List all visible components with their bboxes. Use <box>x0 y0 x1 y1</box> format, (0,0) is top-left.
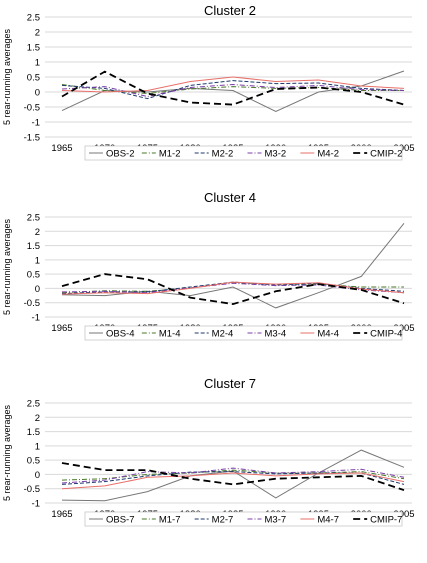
y-tick-label: 2.5 <box>27 13 40 24</box>
y-tick-label: 1 <box>35 58 40 69</box>
legend-label: M2-7 <box>212 515 234 526</box>
legend-label: M2-4 <box>212 329 234 340</box>
series-line-m1-4 <box>61 282 404 294</box>
chart-title: Cluster 7 <box>204 376 256 391</box>
legend-label: M3-2 <box>265 149 287 160</box>
y-tick-label: 1 <box>35 441 40 452</box>
chart-panel-2: Cluster 4 -1 -0.5 0 0.5 1 1.5 2 2.5 5 rear-runnin… <box>2 190 415 341</box>
series-line-obs-7 <box>61 449 405 502</box>
series-line-m4-7 <box>61 472 405 490</box>
series-line-m4-4 <box>61 281 405 295</box>
legend-label: M1-2 <box>159 149 181 160</box>
legend-label: M2-2 <box>212 149 234 160</box>
series-line-m3-2 <box>61 83 405 98</box>
y-tick-label: 0.5 <box>27 456 40 467</box>
y-tick-label: -0.5 <box>24 103 40 114</box>
y-axis-label: 5 rear-running averages <box>2 28 12 125</box>
x-tick-label: 2005 <box>393 143 414 154</box>
y-tick-label: 2 <box>35 28 40 39</box>
y-tick-label: 2.5 <box>27 213 40 224</box>
chart-panel-1: Cluster 2 -1.5 -1 -0.5 0 0.5 1 1.5 2 2.5 5 rear-ru… <box>2 3 415 161</box>
x-tick-label: 2005 <box>393 509 414 520</box>
series-line-m3-4 <box>61 282 405 294</box>
legend-label: CMIP-7 <box>370 515 402 526</box>
y-axis-label: 5 rear-running averages <box>2 404 12 501</box>
y-tick-label: -0.5 <box>24 484 40 495</box>
y-tick-label: -1.5 <box>24 133 40 144</box>
y-tick-label: 0 <box>35 470 40 481</box>
y-tick-label: 1.5 <box>27 43 40 54</box>
y-tick-label: 1.5 <box>27 241 40 252</box>
legend-label: M1-4 <box>159 329 181 340</box>
y-tick-label: 2.5 <box>27 399 40 410</box>
y-tick-label: 2 <box>35 227 40 238</box>
legend-label: CMIP-2 <box>370 149 402 160</box>
chart-title: Cluster 4 <box>204 190 256 205</box>
legend <box>84 511 403 527</box>
legend-label: M3-7 <box>265 515 287 526</box>
legend-label: M4-2 <box>317 149 339 160</box>
series-line-m4-2 <box>61 76 405 93</box>
legend-label: OBS-7 <box>106 515 135 526</box>
y-tick-label: -1 <box>32 313 40 324</box>
x-tick-label: 1965 <box>51 323 72 334</box>
legend-label: OBS-4 <box>106 329 135 340</box>
y-tick-label: 0.5 <box>27 270 40 281</box>
series-line-cmip-4 <box>61 273 405 306</box>
chart-title: Cluster 2 <box>204 3 256 18</box>
x-tick-label: 1965 <box>51 509 72 520</box>
legend-label: M3-4 <box>265 329 287 340</box>
legend-label: OBS-2 <box>106 149 135 160</box>
y-tick-label: 1 <box>35 255 40 266</box>
series-line-cmip-2 <box>61 70 405 106</box>
x-tick-label: 1965 <box>51 143 72 154</box>
y-axis-label: 5 rear-running averages <box>2 218 12 315</box>
legend <box>84 325 403 341</box>
legend-label: M4-4 <box>317 329 339 340</box>
y-tick-label: -1 <box>32 118 40 129</box>
series-line-obs-4 <box>61 222 405 309</box>
chart-panel-3: Cluster 7 -1 -0.5 0 0.5 1 1.5 2 2.5 5 rear-runnin… <box>2 376 415 527</box>
y-tick-label: 2 <box>35 413 40 424</box>
legend <box>84 145 403 161</box>
y-tick-label: 0.5 <box>27 73 40 84</box>
legend-label: M1-7 <box>159 515 181 526</box>
x-tick-label: 2005 <box>393 323 414 334</box>
series-line-cmip-7 <box>61 462 405 491</box>
y-tick-label: -1 <box>32 499 40 510</box>
y-tick-label: 0 <box>35 88 40 99</box>
legend-label: M4-7 <box>317 515 339 526</box>
y-tick-label: 1.5 <box>27 427 40 438</box>
y-tick-label: 0 <box>35 284 40 295</box>
y-tick-label: -0.5 <box>24 298 40 309</box>
series-line-m3-7 <box>61 467 405 484</box>
legend-label: CMIP-4 <box>370 329 402 340</box>
